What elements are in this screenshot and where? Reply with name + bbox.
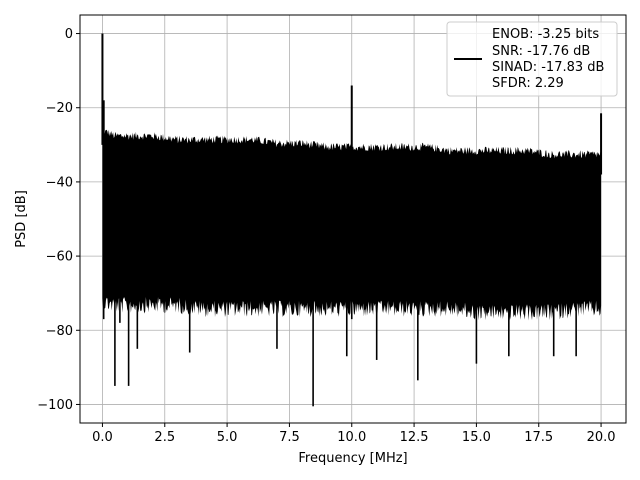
x-tick-label: 17.5 <box>524 430 553 445</box>
psd-series-line <box>101 33 603 407</box>
x-tick-label: 5.0 <box>217 430 238 445</box>
x-tick-label: 15.0 <box>462 430 491 445</box>
y-tick-label: −80 <box>46 324 73 339</box>
legend-sfdr-text: SFDR: 2.29 <box>492 76 564 91</box>
x-axis-ticks: 0.0 2.5 5.0 7.5 10.0 12.5 15.0 17.5 20.0 <box>92 423 616 445</box>
y-axis-ticks: 0 −20 −40 −60 −80 −100 <box>37 27 80 413</box>
x-tick-label: 0.0 <box>92 430 113 445</box>
legend-sinad-text: SINAD: -17.83 dB <box>492 60 604 75</box>
x-tick-label: 2.5 <box>154 430 175 445</box>
x-axis-label: Frequency [MHz] <box>298 451 407 466</box>
y-tick-label: −40 <box>46 175 73 190</box>
x-tick-label: 10.0 <box>337 430 366 445</box>
legend-snr-text: SNR: -17.76 dB <box>492 44 590 59</box>
y-tick-label: 0 <box>65 27 73 42</box>
psd-noise-band <box>102 123 602 321</box>
y-axis-label: PSD [dB] <box>14 190 29 248</box>
legend: ENOB: -3.25 bits SNR: -17.76 dB SINAD: -… <box>446 21 618 97</box>
plot-area <box>101 33 603 407</box>
y-tick-label: −60 <box>46 250 73 265</box>
x-tick-label: 20.0 <box>587 430 616 445</box>
x-tick-label: 7.5 <box>279 430 300 445</box>
axes-frame <box>79 14 627 424</box>
legend-box <box>446 21 618 97</box>
y-tick-label: −100 <box>37 398 73 413</box>
x-tick-label: 12.5 <box>400 430 429 445</box>
legend-enob-text: ENOB: -3.25 bits <box>492 27 599 42</box>
y-tick-label: −20 <box>46 101 73 116</box>
